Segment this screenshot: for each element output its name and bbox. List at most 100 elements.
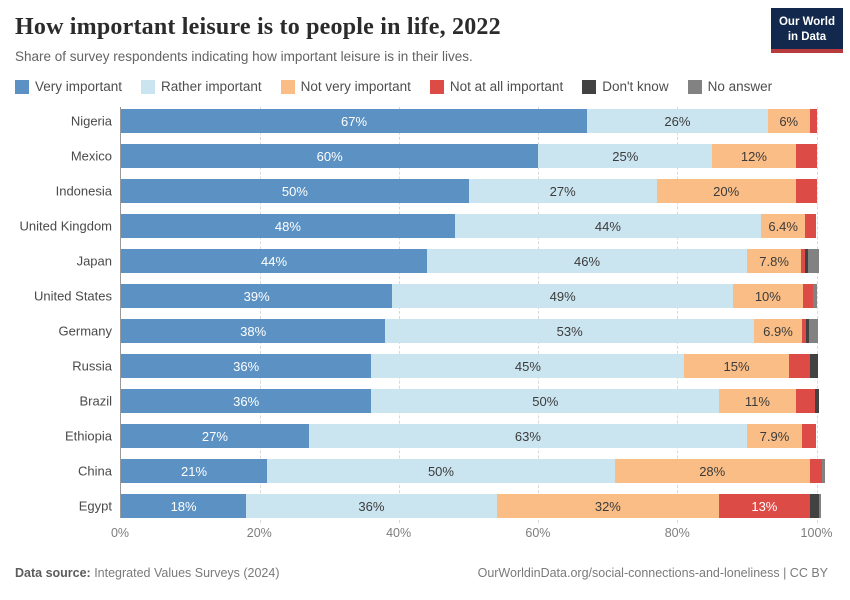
segment-value-label: 7.9% xyxy=(759,428,790,444)
legend-swatch-very-important-icon xyxy=(15,79,29,94)
segment-not-very-important[interactable]: 6% xyxy=(767,109,810,133)
legend-swatch-not-very-important-icon xyxy=(280,79,295,94)
segment-no-answer[interactable] xyxy=(807,249,819,273)
legend-item-not-at-all-important[interactable]: Not at all important xyxy=(429,79,563,94)
legend-swatch-rather-important-icon xyxy=(141,79,156,94)
segment-rather-important[interactable]: 44% xyxy=(454,214,761,238)
segment-very-important[interactable]: 39% xyxy=(121,284,393,308)
segment-not-very-important[interactable]: 6.4% xyxy=(760,214,806,238)
segment-no-answer[interactable] xyxy=(813,284,817,308)
legend-label: Don't know xyxy=(602,79,669,94)
segment-value-label: 12% xyxy=(740,148,767,164)
segment-very-important[interactable]: 36% xyxy=(121,354,372,378)
segment-don-t-know[interactable] xyxy=(804,249,808,273)
segment-value-label: 27% xyxy=(549,183,576,199)
segment-very-important[interactable]: 18% xyxy=(121,494,247,518)
plot-area: Nigeria 67% 26% 6% Mexico 60% 25% 12% Indonesia 5… xyxy=(20,107,827,523)
segment-not-at-all-important[interactable] xyxy=(788,354,810,378)
segment-very-important[interactable]: 50% xyxy=(121,179,469,203)
segment-very-important[interactable]: 44% xyxy=(121,249,428,273)
segment-rather-important[interactable]: 50% xyxy=(371,389,720,413)
segment-not-at-all-important[interactable] xyxy=(801,319,807,343)
segment-rather-important[interactable]: 45% xyxy=(371,354,685,378)
legend-item-not-very-important[interactable]: Not very important xyxy=(280,79,411,94)
segment-not-very-important[interactable]: 32% xyxy=(496,494,720,518)
segment-value-label: 36% xyxy=(233,393,260,409)
segment-don-t-know[interactable] xyxy=(806,319,809,343)
segment-not-at-all-important[interactable] xyxy=(795,179,817,203)
legend-label: Not very important xyxy=(300,79,411,94)
segment-not-at-all-important[interactable] xyxy=(809,109,817,133)
segment-not-at-all-important[interactable] xyxy=(801,249,805,273)
gridline-80 xyxy=(677,107,679,523)
segment-not-at-all-important[interactable] xyxy=(795,144,817,168)
segment-value-label: 46% xyxy=(574,253,601,269)
segment-don-t-know[interactable] xyxy=(815,389,820,413)
data-source: Data source: Integrated Values Surveys (… xyxy=(15,566,280,580)
segment-not-at-all-important[interactable] xyxy=(795,389,816,413)
segment-not-at-all-important[interactable] xyxy=(801,424,816,448)
segment-don-t-know[interactable] xyxy=(809,494,820,518)
segment-no-answer[interactable] xyxy=(808,319,818,343)
segment-value-label: 53% xyxy=(556,323,583,339)
segment-not-very-important[interactable]: 11% xyxy=(719,389,796,413)
bar-row-germany: Germany 38% 53% 6.9% xyxy=(59,319,827,343)
segment-value-label: 39% xyxy=(243,288,270,304)
segment-value-label: 60% xyxy=(316,148,343,164)
bar-row-russia: Russia 36% 45% 15% xyxy=(72,354,827,378)
segment-no-answer[interactable] xyxy=(822,459,825,483)
segment-very-important[interactable]: 60% xyxy=(121,144,539,168)
country-label-mexico: Mexico xyxy=(70,148,112,164)
segment-value-label: 28% xyxy=(699,463,726,479)
segment-not-very-important[interactable]: 20% xyxy=(656,179,796,203)
x-axis: 0% 20% 40% 60% 80% 100% xyxy=(111,526,833,546)
bar-row-united-states: United States 39% 49% 10% xyxy=(34,284,827,308)
country-label-germany: Germany xyxy=(58,323,112,339)
segment-rather-important[interactable]: 25% xyxy=(538,144,713,168)
segment-not-at-all-important[interactable]: 13% xyxy=(719,494,810,518)
segment-not-at-all-important[interactable] xyxy=(805,214,816,238)
segment-very-important[interactable]: 67% xyxy=(121,109,588,133)
segment-not-at-all-important[interactable] xyxy=(802,284,814,308)
segment-value-label: 21% xyxy=(181,463,208,479)
segment-not-very-important[interactable]: 6.9% xyxy=(753,319,802,343)
segment-not-very-important[interactable]: 15% xyxy=(684,354,789,378)
legend-item-very-important[interactable]: Very important xyxy=(15,79,122,94)
segment-rather-important[interactable]: 46% xyxy=(427,249,747,273)
segment-rather-important[interactable]: 26% xyxy=(587,109,768,133)
segment-very-important[interactable]: 27% xyxy=(121,424,309,448)
segment-value-label: 36% xyxy=(358,498,385,514)
legend-item-don-t-know[interactable]: Don't know xyxy=(582,79,669,94)
segment-not-very-important[interactable]: 28% xyxy=(614,459,810,483)
segment-no-answer[interactable] xyxy=(819,494,822,518)
bar-row-mexico: Mexico 60% 25% 12% xyxy=(71,144,827,168)
owid-logo[interactable]: Our World in Data xyxy=(770,8,843,54)
bar-row-nigeria: Nigeria 67% 26% 6% xyxy=(71,109,827,133)
segment-rather-important[interactable]: 50% xyxy=(267,459,615,483)
legend-swatch-no-answer-icon xyxy=(687,79,702,94)
segment-rather-important[interactable]: 63% xyxy=(308,424,747,448)
segment-rather-important[interactable]: 36% xyxy=(246,494,497,518)
segment-very-important[interactable]: 48% xyxy=(121,214,455,238)
segment-not-very-important[interactable]: 7.9% xyxy=(747,424,802,448)
segment-not-at-all-important[interactable] xyxy=(809,459,823,483)
segment-very-important[interactable]: 21% xyxy=(121,459,268,483)
segment-rather-important[interactable]: 49% xyxy=(392,284,734,308)
bar-row-brazil: Brazil 36% 50% 11% xyxy=(79,389,827,413)
segment-rather-important[interactable]: 53% xyxy=(385,319,754,343)
segment-value-label: 20% xyxy=(713,183,740,199)
segment-very-important[interactable]: 36% xyxy=(121,389,372,413)
page-subtitle: Share of survey respondents indicating h… xyxy=(15,49,473,64)
segment-not-very-important[interactable]: 10% xyxy=(733,284,803,308)
credit-link[interactable]: OurWorldinData.org/social-connections-an… xyxy=(477,566,828,580)
segment-very-important[interactable]: 38% xyxy=(121,319,386,343)
legend-item-no-answer[interactable]: No answer xyxy=(687,79,772,94)
segment-value-label: 48% xyxy=(274,218,301,234)
segment-rather-important[interactable]: 27% xyxy=(468,179,657,203)
segment-don-t-know[interactable] xyxy=(809,354,818,378)
segment-not-very-important[interactable]: 7.8% xyxy=(747,249,802,273)
legend-item-rather-important[interactable]: Rather important xyxy=(141,79,262,94)
segment-value-label: 50% xyxy=(427,463,454,479)
segment-not-very-important[interactable]: 12% xyxy=(712,144,796,168)
x-tick-100: 100% xyxy=(800,526,833,540)
